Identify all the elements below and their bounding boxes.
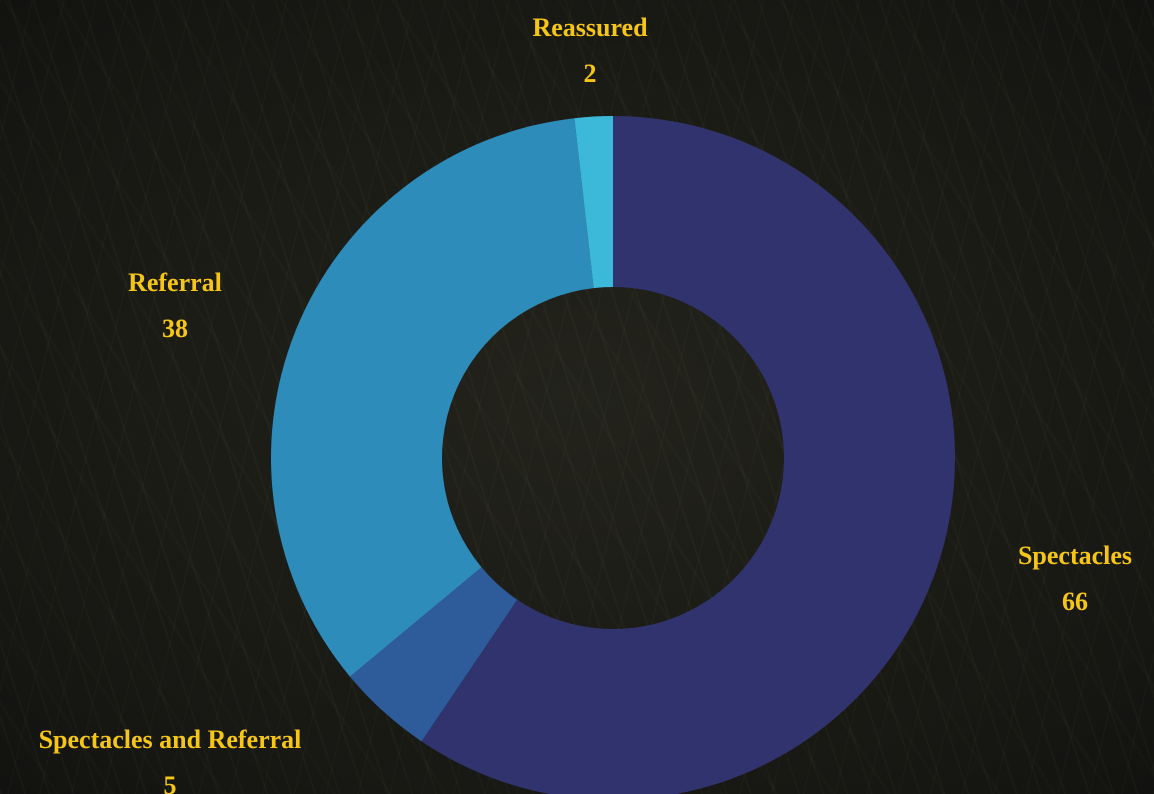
segment-label: Spectacles <box>1018 541 1132 570</box>
segment-label: Reassured <box>532 13 648 42</box>
donut-segment <box>421 116 955 794</box>
segment-value: 2 <box>584 59 597 88</box>
donut-segment <box>574 116 613 289</box>
segment-value: 5 <box>164 771 177 794</box>
segment-value: 66 <box>1062 587 1088 616</box>
donut-segment <box>349 567 518 742</box>
segment-value: 38 <box>162 314 188 343</box>
segment-label: Referral <box>128 268 222 297</box>
segment-label: Spectacles and Referral <box>39 725 302 754</box>
donut-segment <box>270 118 594 677</box>
